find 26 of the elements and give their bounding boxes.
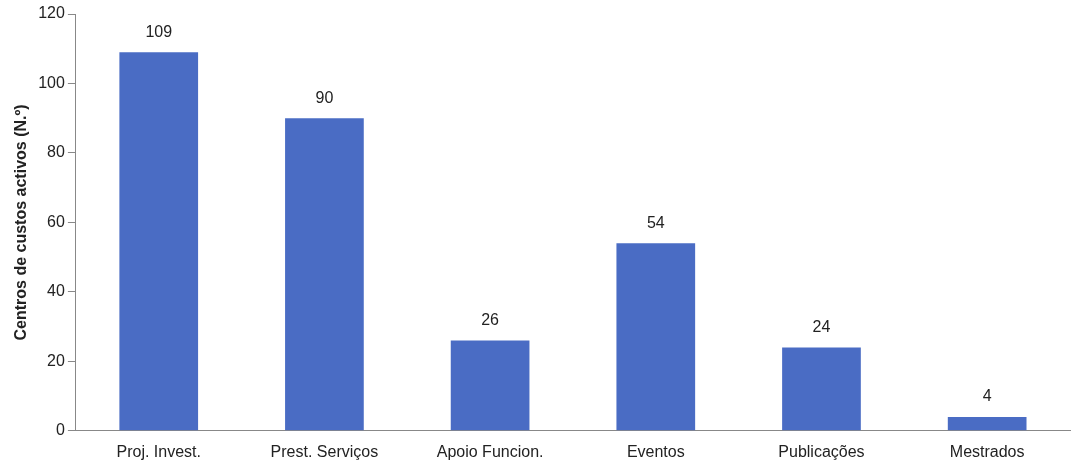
bar	[285, 118, 364, 431]
x-tick-label: Prest. Serviços	[270, 442, 379, 460]
x-tick-label: Mestrados	[949, 442, 1025, 460]
bar	[947, 416, 1027, 431]
x-tick-label: Apoio Funcion.	[436, 442, 544, 460]
bar	[616, 243, 696, 431]
y-tick-label: 0	[55, 421, 65, 439]
data-label: 24	[812, 317, 831, 335]
bar	[450, 340, 530, 431]
data-label: 54	[646, 213, 665, 231]
y-tick-label: 60	[47, 212, 65, 230]
data-label: 90	[315, 88, 334, 106]
y-axis-title: Centros de custos activos (N.º)	[12, 104, 30, 341]
x-tick-label: Publicações	[778, 442, 865, 460]
y-tick-label: 100	[38, 73, 65, 91]
data-label: 109	[145, 22, 173, 40]
y-tick-label: 80	[47, 143, 65, 161]
y-tick-label: 120	[38, 4, 65, 22]
bar	[782, 347, 861, 431]
y-tick-label: 20	[47, 351, 65, 369]
y-tick-label: 40	[47, 282, 65, 300]
data-label: 4	[982, 387, 992, 405]
data-label: 26	[481, 310, 500, 328]
x-tick-label: Proj. Invest.	[116, 442, 201, 460]
bar	[119, 52, 199, 431]
x-tick-label: Eventos	[626, 442, 685, 460]
